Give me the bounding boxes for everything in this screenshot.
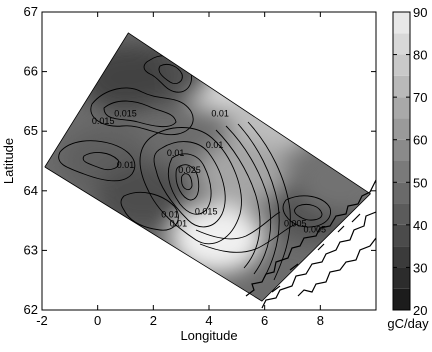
- colorbar-tick-label: 20: [413, 303, 427, 318]
- colorbar-cell: [393, 54, 410, 76]
- contour-line: [237, 123, 280, 279]
- x-axis-label: Longitude: [180, 328, 237, 343]
- contour-line: [282, 195, 331, 228]
- coastline-segment: [271, 213, 361, 293]
- coastline: [245, 178, 376, 309]
- coastline-segment: [245, 178, 376, 297]
- contour-line: [199, 223, 297, 253]
- x-tick-label: 6: [261, 313, 268, 328]
- contour-line: [215, 129, 261, 269]
- contour-line: [139, 127, 242, 245]
- contour-label: 0.005: [284, 219, 307, 229]
- contour-label: 0.01: [170, 219, 188, 229]
- contour-line: [167, 153, 212, 215]
- x-tick-label: 2: [150, 313, 157, 328]
- contour-line: [247, 121, 291, 281]
- field-blob: [171, 204, 264, 273]
- colorbar-cell: [393, 33, 410, 55]
- x-tick-label: 0: [94, 313, 101, 328]
- x-tick-label: 4: [205, 313, 212, 328]
- contour-label: 0.015: [114, 108, 137, 118]
- colorbar-tick-label: 70: [413, 90, 427, 105]
- colorbar-frame: [392, 11, 411, 311]
- colorbar-cell: [393, 97, 410, 119]
- y-tick-label: 63: [24, 242, 38, 257]
- y-tick-label: 64: [24, 183, 38, 198]
- contour-label: 0.01: [167, 148, 185, 158]
- y-axis-label: Latitude: [1, 138, 16, 184]
- contour-label: 0.01: [211, 108, 229, 118]
- contour-label: 0.015: [195, 207, 218, 217]
- contour-line: [82, 152, 120, 171]
- colorbar-cell: [393, 139, 410, 161]
- colorbar-tick-label: 30: [413, 260, 427, 275]
- x-tick-label: -2: [36, 313, 48, 328]
- x-tick-label: 8: [317, 313, 324, 328]
- contour-line: [58, 140, 136, 182]
- y-axis-ticks: 62 63 64 65 66 67: [24, 4, 376, 317]
- contour-line: [103, 100, 177, 128]
- colorbar-cell: [393, 75, 410, 98]
- colorbar-ticks: 20 30 40 50 60 70 80 90: [393, 5, 427, 318]
- contour-line: [90, 87, 194, 136]
- contour-line: [175, 164, 200, 201]
- contour-label: 0.005: [304, 225, 327, 235]
- contour-line: [195, 211, 281, 240]
- x-axis-ticks: -2 0 2 4 6 8: [36, 12, 324, 328]
- colorbar-cell: [393, 118, 410, 140]
- colorbar-cell: [393, 267, 410, 289]
- contour-label: 0.01: [117, 160, 135, 170]
- colorbar: 20 30 40 50 60 70 80 90 gC/day: [387, 5, 429, 331]
- colorbar-cell: [393, 288, 410, 310]
- colorbar-cell: [393, 246, 410, 268]
- plot-area: 0.0150.0150.010.010.010.0250.010.010.010…: [24, 4, 377, 328]
- colorbar-cell: [393, 182, 410, 204]
- y-tick-label: 67: [24, 4, 38, 19]
- colorbar-cell: [393, 12, 410, 34]
- colorbar-scale: [393, 12, 410, 310]
- contour-label: 0.025: [178, 165, 201, 175]
- contour-line: [225, 125, 272, 275]
- coastline-segment: [261, 211, 376, 309]
- contour-line: [294, 203, 323, 221]
- y-tick-label: 65: [24, 123, 38, 138]
- colorbar-tick-label: 80: [413, 48, 427, 63]
- colorbar-tick-label: 40: [413, 218, 427, 233]
- y-tick-label: 66: [24, 64, 38, 79]
- coastline-segment: [297, 237, 376, 297]
- contour-labels: 0.0150.0150.010.010.010.0250.010.010.010…: [92, 108, 326, 234]
- colorbar-tick-label: 60: [413, 133, 427, 148]
- colorbar-tick-label: 90: [413, 5, 427, 20]
- contour-line: [158, 63, 183, 85]
- colorbar-cell: [393, 203, 410, 225]
- colorbar-tick-label: 50: [413, 175, 427, 190]
- contour-label: 0.015: [92, 116, 115, 126]
- y-tick-label: 62: [24, 302, 38, 317]
- colorbar-cell: [393, 224, 410, 247]
- colorbar-label: gC/day: [387, 316, 429, 331]
- contour-line: [120, 192, 179, 231]
- domain-outline: [44, 32, 372, 302]
- contour-line: [153, 141, 226, 228]
- contour-label: 0.01: [206, 140, 224, 150]
- contour-line: [180, 173, 193, 191]
- colorbar-cell: [393, 161, 410, 183]
- contour-label: 0.01: [161, 210, 179, 220]
